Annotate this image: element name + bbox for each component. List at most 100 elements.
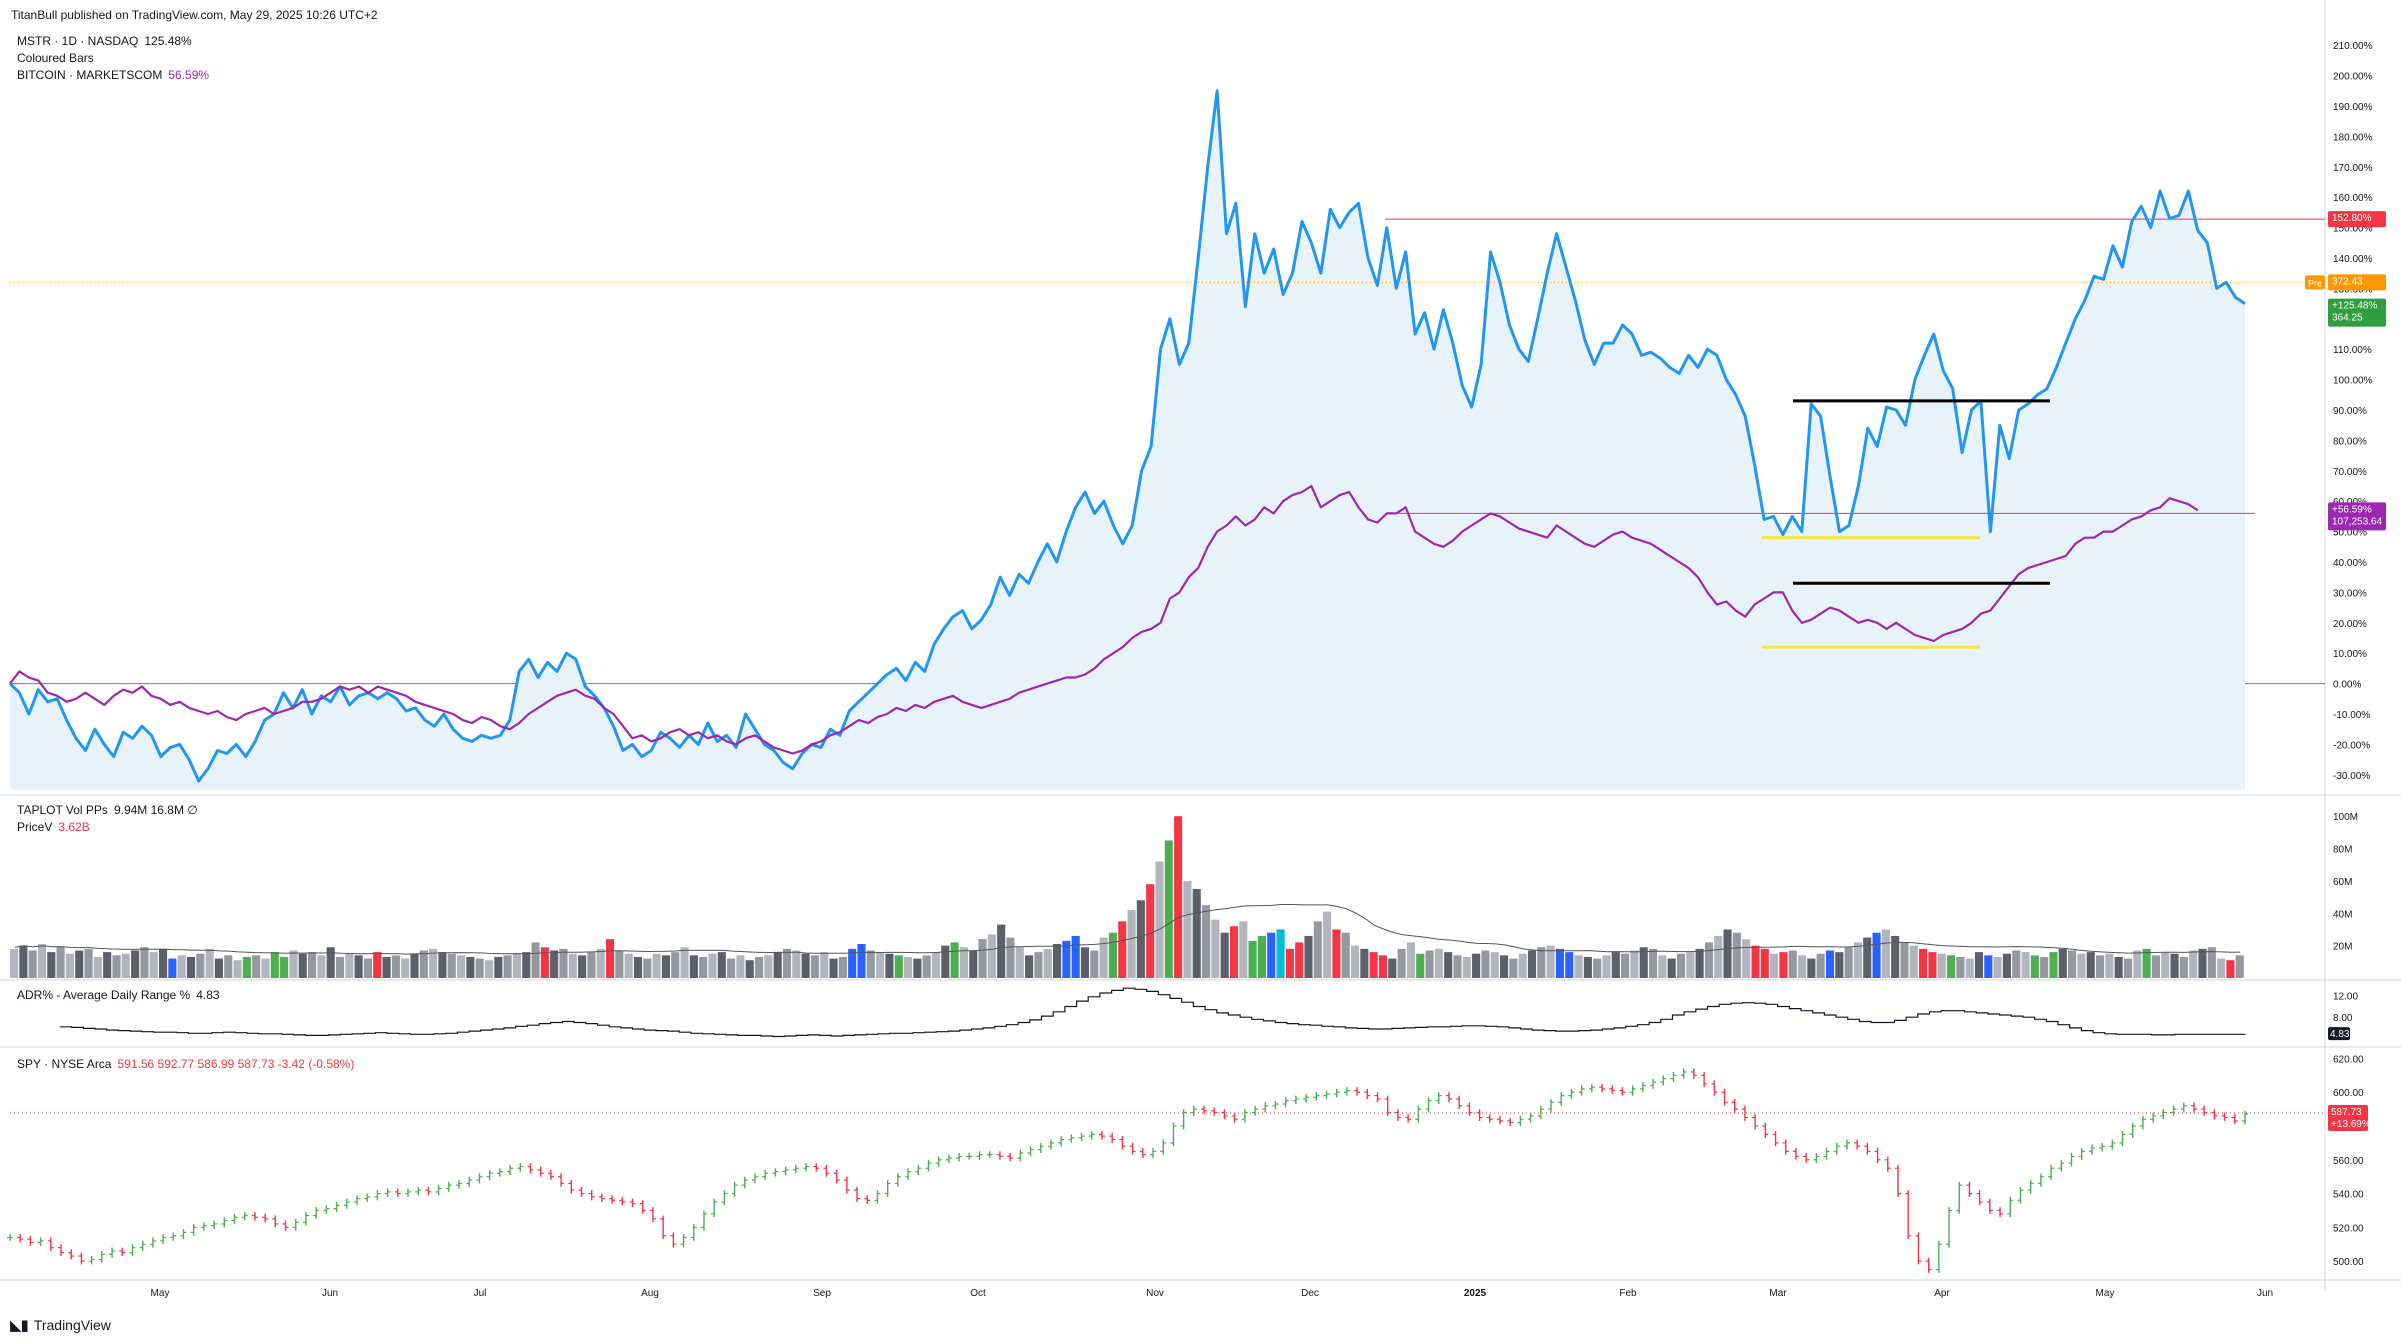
spy-pane[interactable] [7, 1068, 2325, 1273]
volume-bar [2123, 958, 2133, 978]
volume-bar [1323, 911, 1332, 978]
volume-bar [1043, 948, 1052, 978]
volume-bar [1434, 948, 1443, 978]
volume-bar [727, 958, 736, 978]
volume-bar [261, 958, 270, 978]
time-tick-label: Jul [474, 1288, 487, 1299]
volume-bar [2235, 955, 2244, 978]
price-axis[interactable]: 210.00% 200.00% 190.00% 180.00% 170.00% 160.0… [2305, 41, 2386, 1268]
volume-bar [252, 955, 261, 978]
volume-bar [121, 953, 130, 978]
main-tick-label: 50.00% [2333, 528, 2367, 539]
volume-bar [1788, 950, 1797, 978]
volume-bar [270, 952, 279, 978]
adr-title[interactable]: ADR% - Average Daily Range % [17, 988, 191, 1002]
time-axis[interactable]: May Jun Jul Aug Sep Oct Nov Dec 2025 Feb Mar Apr May… [151, 1288, 2274, 1299]
volume-bar [19, 945, 28, 978]
spy-tag-change: +13.69% [2331, 1119, 2371, 1130]
volume-bar [587, 952, 596, 978]
compare-legend[interactable]: BITCOIN · MARKETSCOM 56.59% [17, 68, 209, 82]
main-tick-label: 20.00% [2333, 619, 2367, 630]
main-tick-label: 40.00% [2333, 558, 2367, 569]
main-price-pane[interactable] [8, 89, 2325, 791]
spy-tick-label: 620.00 [2333, 1054, 2364, 1065]
compare-symbol[interactable]: BITCOIN · MARKETSCOM [17, 68, 163, 82]
volume-legend[interactable]: TAPLOT Vol PPs 9.94M 16.8M ∅ [17, 803, 198, 817]
volume-bar [233, 960, 242, 978]
volume-bar [941, 945, 950, 978]
spy-legend[interactable]: SPY · NYSE Arca 591.56 592.77 586.99 587.… [17, 1057, 354, 1071]
volume-bar [1136, 900, 1145, 978]
volume-bar [1220, 932, 1229, 978]
volume-bar [1639, 947, 1648, 978]
volume-bar [661, 955, 670, 978]
volume-bar [177, 955, 186, 978]
volume-bar [522, 952, 531, 978]
main-style-legend[interactable]: Coloured Bars [17, 51, 94, 65]
volume-bar [1164, 840, 1173, 978]
spy-tick-label: 560.00 [2333, 1156, 2364, 1167]
volume-bar [578, 955, 587, 978]
volume-bar [438, 952, 447, 978]
volume-bar [1965, 958, 1974, 978]
volume-bar [1183, 880, 1192, 978]
pricev-legend[interactable]: PriceV 3.62B [17, 820, 90, 834]
volume-bar [401, 958, 410, 978]
volume-bar [317, 955, 326, 978]
main-tick-label: -20.00% [2333, 740, 2370, 751]
adr-tag-text: 4.83 [2330, 1029, 2350, 1040]
volume-bar [1583, 956, 1592, 978]
volume-bar [280, 956, 289, 978]
volume-bar [838, 956, 847, 978]
volume-bar [1984, 955, 1993, 978]
adr-tag-bg [2328, 1027, 2350, 1041]
spy-title[interactable]: SPY · NYSE Arca [17, 1057, 112, 1071]
volume-bar [308, 952, 317, 978]
volume-bar [745, 960, 754, 978]
time-tick-label: Jun [2257, 1288, 2273, 1299]
volume-bar [1649, 948, 1658, 978]
volume-bar [1667, 958, 1676, 978]
volume-bar [84, 948, 93, 978]
volume-bar [699, 956, 708, 978]
volume-bar [242, 956, 251, 978]
volume-bar [2058, 948, 2067, 978]
time-tick-label: Oct [970, 1288, 986, 1299]
volume-bar [1760, 948, 1769, 978]
adr-pane[interactable] [60, 987, 2246, 1038]
volume-bar [1779, 952, 1788, 978]
spy-tick-label: 540.00 [2333, 1190, 2364, 1201]
volume-bar [1053, 944, 1062, 978]
volume-bar [680, 947, 689, 978]
volume-bar [782, 948, 792, 978]
volume-bar [1453, 955, 1462, 978]
volume-bar [475, 958, 484, 978]
pricev-label[interactable]: PriceV [17, 820, 53, 834]
adr-legend[interactable]: ADR% - Average Daily Range % 4.83 [17, 988, 220, 1002]
publisher-line: TitanBull published on TradingView.com, … [11, 8, 378, 22]
volume-title[interactable]: TAPLOT Vol PPs [17, 803, 108, 817]
volume-bar [1527, 950, 1537, 978]
main-symbol[interactable]: MSTR · 1D · NASDAQ [17, 34, 139, 48]
volume-bar [2040, 956, 2049, 978]
tradingview-logo[interactable]: ◣▮ TradingView [10, 1316, 111, 1334]
volume-bar [1658, 955, 1667, 978]
time-tick-label: 2025 [1464, 1288, 1487, 1299]
volume-bar [335, 956, 345, 978]
volume-bar [196, 953, 205, 978]
time-tick-label: Feb [1619, 1288, 1637, 1299]
volume-bar [829, 958, 838, 978]
volume-bar [2151, 955, 2160, 978]
volume-bar [140, 947, 149, 978]
main-tick-label: 160.00% [2333, 193, 2373, 204]
volume-bar [391, 955, 400, 978]
volume-bar [801, 953, 810, 978]
volume-pane[interactable] [10, 816, 2244, 978]
volume-bar [1956, 956, 1965, 978]
volume-bar [1462, 956, 1471, 978]
volume-bar [2142, 948, 2151, 978]
volume-average-line [14, 904, 2241, 955]
volume-bar [1844, 947, 1853, 978]
main-legend[interactable]: MSTR · 1D · NASDAQ 125.48% [17, 34, 192, 48]
